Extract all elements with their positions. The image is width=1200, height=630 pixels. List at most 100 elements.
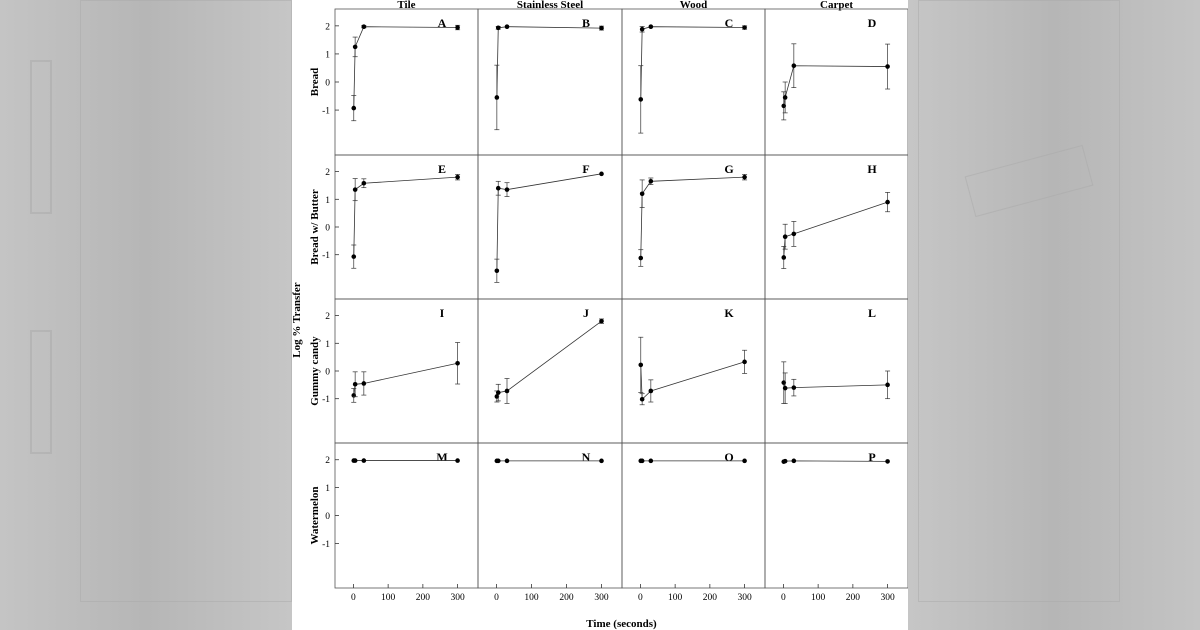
data-point bbox=[504, 24, 510, 29]
data-point bbox=[361, 180, 367, 186]
y-tick-label: 1 bbox=[325, 196, 330, 206]
panel-frame bbox=[477, 154, 623, 300]
x-tick-label: 100 bbox=[668, 593, 683, 603]
data-point bbox=[885, 64, 890, 69]
x-tick-label: 200 bbox=[416, 593, 431, 603]
x-tick-label: 100 bbox=[381, 593, 396, 603]
x-tick-label: 200 bbox=[703, 593, 718, 603]
y-tick-label: 1 bbox=[325, 484, 330, 494]
data-point bbox=[782, 458, 788, 464]
panel-label: G bbox=[724, 162, 733, 176]
data-point bbox=[648, 24, 654, 29]
data-point bbox=[639, 396, 645, 402]
data-point bbox=[638, 362, 644, 368]
data-point bbox=[648, 388, 654, 394]
data-point bbox=[639, 191, 645, 197]
panel-frame bbox=[477, 8, 623, 156]
panel-frame bbox=[764, 442, 908, 589]
y-tick-label: -1 bbox=[322, 251, 330, 261]
series-line bbox=[353, 26, 458, 109]
x-tick-label: 100 bbox=[524, 593, 539, 603]
data-point bbox=[791, 385, 797, 390]
x-tick-label: 200 bbox=[846, 593, 861, 603]
panel-frame bbox=[621, 442, 766, 589]
data-point bbox=[648, 179, 654, 184]
series-line bbox=[496, 26, 602, 98]
x-tick-label: 100 bbox=[811, 593, 826, 603]
panel-frame bbox=[334, 298, 479, 444]
background-ghost-mark bbox=[30, 330, 52, 454]
blurred-background-right bbox=[908, 0, 1200, 630]
data-point bbox=[495, 25, 501, 31]
y-tick-label: 2 bbox=[325, 22, 330, 32]
data-point bbox=[742, 25, 747, 30]
x-tick-label: 300 bbox=[737, 593, 752, 603]
figure-xlabel: Time (seconds) bbox=[586, 618, 657, 630]
data-point bbox=[455, 25, 460, 30]
y-tick-label: -1 bbox=[322, 107, 330, 117]
column-header: Wood bbox=[680, 0, 708, 11]
data-point bbox=[648, 458, 654, 464]
panel-label: B bbox=[582, 16, 590, 30]
panel-label: F bbox=[582, 162, 589, 176]
y-tick-label: 0 bbox=[325, 368, 330, 378]
panel-label: J bbox=[583, 306, 589, 320]
y-tick-label: -1 bbox=[322, 395, 330, 405]
data-point bbox=[639, 26, 645, 32]
data-point bbox=[781, 255, 787, 260]
data-point bbox=[782, 95, 788, 100]
data-point bbox=[639, 458, 645, 464]
background-ghost-frame bbox=[80, 0, 292, 602]
data-point bbox=[455, 174, 460, 180]
x-tick-label: 300 bbox=[450, 593, 465, 603]
panel-label: N bbox=[582, 450, 591, 464]
y-tick-label: 2 bbox=[325, 456, 330, 466]
x-tick-label: 200 bbox=[559, 593, 574, 603]
panel-label: I bbox=[440, 306, 445, 320]
row-label: Watermelon bbox=[309, 486, 321, 544]
series-line bbox=[353, 362, 458, 396]
panel-label: A bbox=[438, 16, 447, 30]
panel-label: H bbox=[867, 162, 877, 176]
series-line bbox=[353, 176, 458, 257]
y-tick-label: 0 bbox=[325, 224, 330, 234]
data-point bbox=[351, 254, 357, 259]
panel-frame bbox=[621, 298, 766, 444]
data-point bbox=[352, 381, 358, 387]
panel-label: D bbox=[868, 16, 877, 30]
data-point bbox=[352, 187, 358, 192]
y-tick-label: 0 bbox=[325, 512, 330, 522]
data-point bbox=[599, 171, 604, 177]
panel-frame bbox=[334, 442, 479, 589]
data-point bbox=[599, 318, 604, 324]
column-header: Carpet bbox=[820, 0, 853, 11]
background-ghost-mark bbox=[30, 60, 52, 214]
data-point bbox=[351, 105, 357, 111]
data-point bbox=[638, 97, 644, 102]
panel-label: O bbox=[724, 450, 733, 464]
data-point bbox=[742, 359, 747, 365]
y-tick-label: 2 bbox=[325, 312, 330, 322]
data-point bbox=[885, 199, 890, 205]
series-line bbox=[496, 173, 602, 271]
figure-ylabel: Log % Transfer bbox=[292, 282, 303, 357]
panel-label: E bbox=[438, 162, 446, 176]
data-point bbox=[504, 187, 510, 192]
panel-label: L bbox=[868, 306, 876, 320]
y-tick-label: 1 bbox=[325, 340, 330, 350]
y-tick-label: 0 bbox=[325, 79, 330, 89]
data-point bbox=[782, 385, 788, 391]
data-point bbox=[791, 63, 797, 69]
column-header: Stainless Steel bbox=[517, 0, 583, 11]
data-point bbox=[455, 360, 460, 366]
panel-frame bbox=[477, 442, 623, 589]
figure-panel: Tile Stainless Steel Wood Carpet Bread Bread … bbox=[292, 0, 908, 630]
chart-svg: Tile Stainless Steel Wood Carpet Bread Bread … bbox=[292, 0, 908, 630]
series-line bbox=[783, 201, 888, 258]
panel-label: C bbox=[725, 16, 734, 30]
background-ghost-frame bbox=[918, 0, 1120, 602]
series-line bbox=[640, 361, 745, 401]
data-point bbox=[352, 44, 358, 50]
data-point bbox=[455, 458, 460, 463]
row-label: Bread bbox=[309, 68, 321, 97]
